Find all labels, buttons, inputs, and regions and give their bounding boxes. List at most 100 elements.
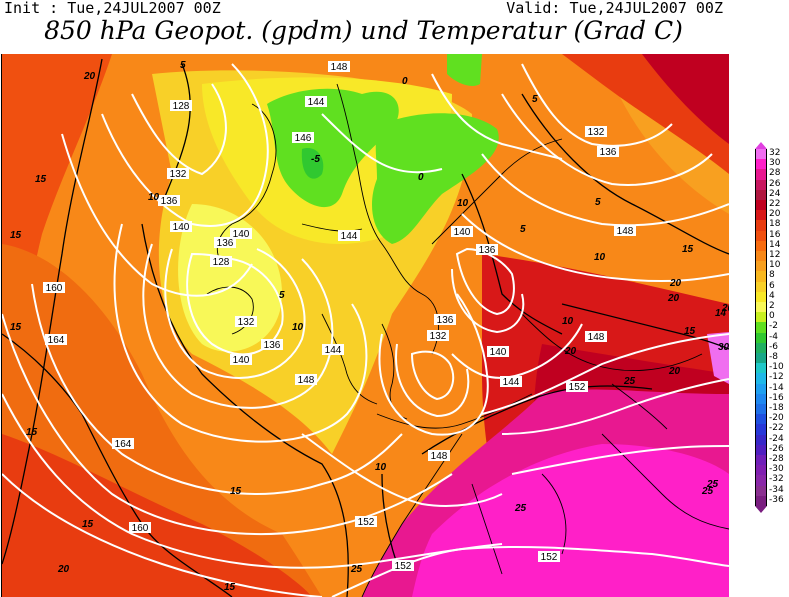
geopotential-label-136-e: 136 [434, 314, 456, 326]
svg-text:140: 140 [490, 347, 507, 358]
geopotential-label-152-b: 152 [538, 551, 560, 563]
isotherm-label-25-b: 25 [706, 479, 719, 490]
geopotential-labels: 128 132 136 140 144 146 148 152 160 164 … [43, 61, 636, 572]
legend-label: 18 [769, 219, 781, 230]
isotherm-label-30: 30 [718, 342, 729, 353]
svg-text:140: 140 [233, 355, 250, 366]
legend-swatch [755, 302, 767, 313]
isotherm-label-10-f: 10 [562, 316, 574, 327]
legend-swatch [755, 210, 767, 221]
temperature-field-west [2, 54, 112, 414]
legend-swatch [755, 383, 767, 395]
legend-swatch [755, 281, 767, 293]
init-time-label: Init : Tue,24JUL2007 00Z [4, 0, 221, 17]
isotherm-label-15-c: 15 [10, 322, 22, 333]
geopotential-label-144-c: 144 [338, 230, 360, 242]
svg-text:136: 136 [264, 340, 281, 351]
legend-label: 20 [769, 209, 781, 220]
svg-text:152: 152 [541, 552, 558, 563]
legend-swatch [755, 342, 767, 354]
legend-swatch [755, 169, 767, 181]
legend-label: 6 [769, 280, 775, 291]
legend-bottom-arrow [755, 506, 767, 513]
temperature-field-far-southwest [2, 434, 312, 597]
isotherm-label-20-e: 20 [668, 366, 681, 377]
geopotential-label-164-a: 164 [45, 334, 67, 346]
svg-text:136: 136 [437, 315, 454, 326]
geopotential-label-146: 146 [292, 132, 314, 144]
legend-label: -14 [769, 382, 784, 393]
legend-label: 2 [769, 301, 775, 311]
svg-text:140: 140 [233, 229, 250, 240]
geopotential-label-140-a: 140 [170, 221, 192, 233]
isotherm-label-5-e: 5 [520, 224, 526, 235]
svg-text:160: 160 [46, 283, 63, 294]
legend-label: 14 [769, 239, 781, 250]
isotherm-label-25-c: 25 [701, 486, 714, 497]
geopotential-label-132-d: 132 [585, 126, 607, 138]
svg-text:148: 148 [431, 451, 448, 462]
legend-label: 10 [769, 260, 781, 271]
isotherm-label-5-a: 5 [180, 60, 186, 71]
temperature-field-cold-pool-north [447, 54, 482, 86]
legend-swatch [755, 312, 767, 323]
isotherm-label-20-c: 20 [669, 278, 682, 289]
legend-swatch [755, 332, 767, 344]
legend-swatch [755, 373, 767, 385]
temperature-field-cold-pool-west [267, 88, 399, 208]
isotherm-label-10-a: 10 [148, 192, 160, 203]
legend-label: -36 [769, 494, 784, 505]
legend-swatch [755, 404, 767, 415]
isotherm-label-15-g: 15 [684, 326, 696, 337]
temperature-field-hot-spot [707, 332, 729, 384]
legend-swatch [755, 444, 767, 456]
geopotential-label-144-a: 144 [305, 96, 327, 108]
legend-swatch [755, 424, 767, 436]
svg-text:144: 144 [308, 97, 325, 108]
svg-text:140: 140 [454, 227, 471, 238]
isotherms [2, 58, 729, 597]
geopotential-label-152-d: 152 [392, 560, 414, 572]
svg-text:152: 152 [569, 382, 586, 393]
temperature-field-bright-yellow [178, 204, 282, 352]
isotherm-label-20-g: 20 [721, 303, 729, 314]
legend-label: -26 [769, 443, 784, 454]
legend-label: 12 [769, 250, 781, 260]
isotherm-label-10-e: 10 [594, 252, 606, 263]
svg-text:132: 132 [238, 317, 255, 328]
temperature-field-far-northeast [642, 54, 729, 144]
geopotential-label-132-c: 132 [427, 330, 449, 342]
geopotential-label-140-d: 140 [451, 226, 473, 238]
svg-text:144: 144 [325, 345, 342, 356]
isotherm-label-10-c: 10 [375, 462, 387, 473]
svg-text:136: 136 [600, 147, 617, 158]
isotherm-label-20-d: 20 [564, 346, 577, 357]
isotherm-label-15-h: 15 [230, 486, 242, 497]
geopotential-label-136-d: 136 [476, 244, 498, 256]
legend-label: 24 [769, 188, 781, 199]
isotherm-label-25-a: 25 [623, 376, 636, 387]
legend-swatch [755, 261, 767, 272]
isotherm-label-5-b: 5 [279, 290, 285, 301]
isotherm-label-0-b: 0 [418, 172, 424, 183]
isotherm-label-minus5: -5 [311, 154, 320, 165]
geopotential-label-128-a: 128 [170, 100, 192, 112]
geopotential-label-160-b: 160 [129, 522, 151, 534]
geopotential-label-136-b: 136 [261, 339, 283, 351]
isotherm-label-15-i: 15 [224, 582, 236, 593]
svg-text:148: 148 [617, 226, 634, 237]
temperature-field-cold-pool-east [372, 113, 499, 245]
legend-label: -8 [769, 352, 778, 362]
isotherm-label-10-d: 10 [457, 198, 469, 209]
legend-swatch [755, 363, 767, 374]
legend-swatch [755, 271, 767, 283]
geopotential-label-152-a: 152 [355, 516, 377, 528]
temperature-field-cold-core [301, 148, 324, 179]
svg-text:140: 140 [173, 222, 190, 233]
isotherm-label-25-d: 25 [514, 503, 527, 514]
svg-text:136: 136 [161, 196, 178, 207]
legend-label: 26 [769, 178, 781, 189]
svg-text:136: 136 [479, 245, 496, 256]
legend-swatch [755, 414, 767, 425]
geopotential-label-140-b: 140 [230, 354, 252, 366]
